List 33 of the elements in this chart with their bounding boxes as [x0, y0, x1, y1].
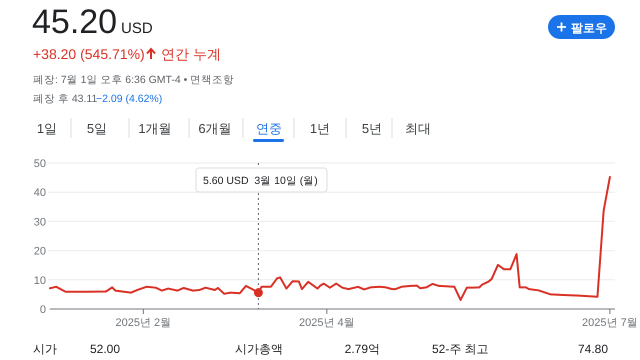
text: 팔로우: [571, 21, 607, 35]
text: 6개월: [198, 121, 232, 136]
y-tick-label: 20: [34, 246, 46, 258]
text: 시가총액: [235, 342, 283, 356]
text: 2.79억: [344, 342, 380, 356]
x-tick-label: 2025년 2월: [115, 317, 172, 329]
text: 5년: [362, 121, 382, 136]
chart-subtitle: USD: [121, 20, 153, 37]
text: 최대: [405, 121, 431, 136]
y-tick-label: 50: [34, 158, 46, 170]
x-tick-label: 2025년 4월: [299, 317, 355, 329]
text: 52-주 최고: [432, 342, 489, 356]
text: 5일: [86, 121, 108, 136]
text: −2.09 (4.62%): [96, 93, 162, 105]
text: +38.20 (545.71%): [33, 46, 145, 62]
text: 연간 누계: [161, 46, 221, 62]
x-tick-label: 2025년 7월: [582, 317, 638, 329]
text: 1개월: [138, 121, 172, 136]
text: 52.00: [90, 342, 120, 356]
text: 폐장 후 43.11: [33, 93, 98, 105]
text: 1년: [310, 121, 330, 136]
chart-title: 45.20: [32, 3, 118, 41]
text: 시가: [33, 342, 57, 356]
annotation: 5.60 USD 3월 10일 (월): [203, 175, 318, 187]
y-tick-label: 10: [34, 274, 46, 287]
text: 폐장: 7월 1일 오후 6:36 GMT-4 • 면책조항: [33, 74, 234, 86]
line-series: [49, 176, 611, 301]
text: 1일: [36, 121, 58, 136]
y-tick-label: 0: [40, 304, 46, 316]
text: 74.80: [578, 342, 608, 356]
text: 연중: [256, 121, 282, 136]
y-tick-label: 30: [34, 216, 46, 228]
y-tick-label: 40: [34, 187, 46, 200]
